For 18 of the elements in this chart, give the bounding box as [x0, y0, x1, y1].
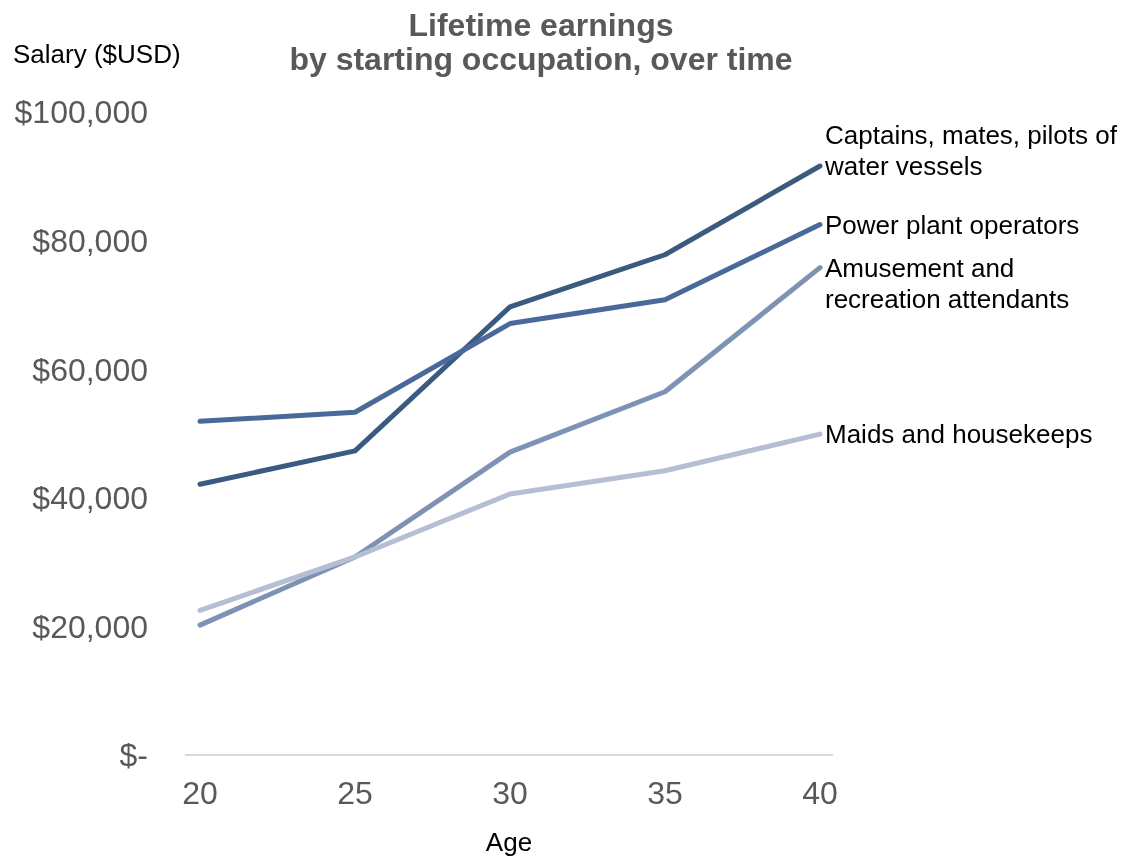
series-label: Maids and housekeeps: [825, 419, 1093, 450]
y-axis-title: Salary ($USD): [13, 39, 181, 69]
x-tick-label: 35: [647, 774, 683, 811]
series-label: Amusement and recreation attendants: [825, 252, 1070, 314]
series-label: Captains, mates, pilots of water vessels: [824, 120, 1118, 182]
y-tick-label: $60,000: [32, 351, 148, 388]
x-tick-label: 40: [802, 774, 838, 811]
x-tick-label: 30: [492, 774, 528, 811]
x-axis-title: Age: [485, 827, 533, 856]
y-tick-label: $40,000: [32, 480, 148, 517]
x-tick-label: 25: [337, 774, 373, 811]
chart-title: Lifetime earnings by starting occupation, over time: [289, 7, 793, 77]
y-tick-label: $100,000: [14, 94, 148, 131]
series-label: Power plant operators: [825, 209, 1080, 240]
y-tick-label: $80,000: [32, 222, 148, 259]
x-tick-label: 20: [182, 774, 218, 811]
y-tick-label: $20,000: [32, 608, 148, 645]
y-tick-label: $-: [119, 737, 148, 774]
